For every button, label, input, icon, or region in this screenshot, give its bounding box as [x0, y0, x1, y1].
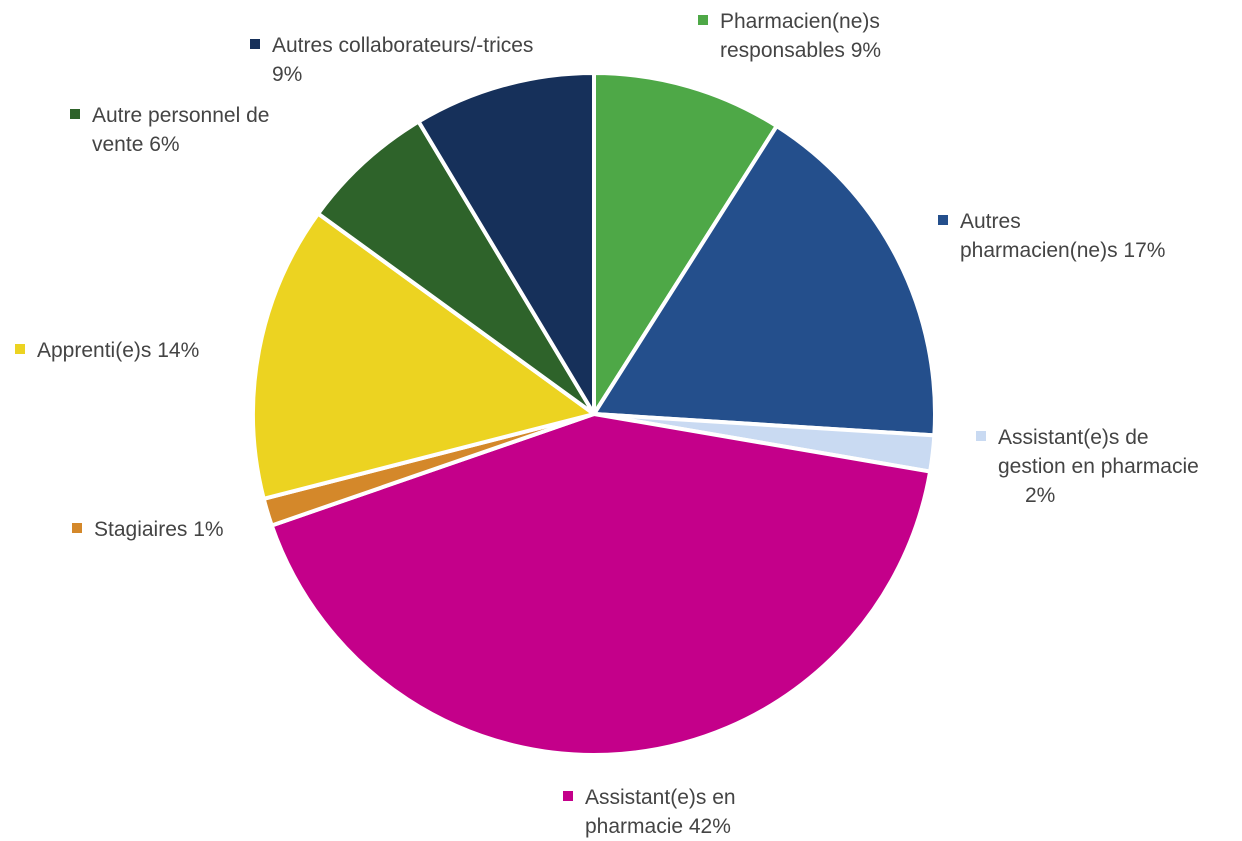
legend-swatch	[250, 39, 260, 49]
label-stagiaires: Stagiaires 1%	[72, 515, 224, 544]
pie-slice-assistant-e-s-en-pharmacie	[269, 412, 933, 757]
legend-swatch	[70, 109, 80, 119]
label-autre-personnel-vente: Autre personnel de vente 6%	[70, 101, 269, 159]
label-autres-pharmaciens: Autres pharmacien(ne)s 17%	[938, 207, 1165, 265]
pie-slice-pharmacien-ne-s-responsables	[592, 71, 779, 416]
label-apprentis: Apprenti(e)s 14%	[15, 336, 199, 365]
pie-slice-autre-personnel-de-vente	[316, 119, 596, 416]
pie-slice-apprenti-e-s	[251, 211, 596, 501]
label-pharmaciens-responsables: Pharmacien(ne)s responsables 9%	[698, 7, 881, 65]
pie-slice-autres-pharmacien-ne-s	[592, 124, 937, 438]
legend-swatch	[563, 791, 573, 801]
legend-swatch	[15, 344, 25, 354]
legend-swatch	[976, 431, 986, 441]
pie-slice-autres-collaborateurs-trices	[416, 71, 596, 416]
legend-swatch	[698, 15, 708, 25]
label-assistants-pharmacie: Assistant(e)s en pharmacie 42%	[563, 783, 736, 841]
legend-swatch	[72, 523, 82, 533]
label-autres-collaborateurs: Autres collaborateurs/-trices 9%	[250, 31, 533, 89]
legend-swatch	[938, 215, 948, 225]
label-assistants-gestion: Assistant(e)s de gestion en pharmacie 2%	[976, 423, 1199, 510]
